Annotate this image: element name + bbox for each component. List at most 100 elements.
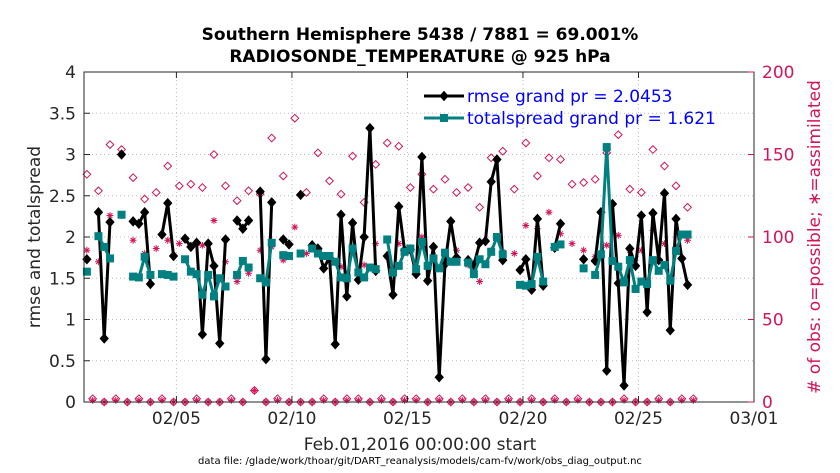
square-point — [371, 265, 380, 274]
diamond-point — [191, 237, 202, 249]
diamond-point — [342, 291, 352, 302]
y-axis-label: rmse and totalspread — [25, 146, 45, 328]
square-point — [591, 270, 600, 279]
asterisk-point — [661, 240, 668, 247]
circle-point — [538, 397, 548, 407]
asterisk-point — [250, 387, 258, 394]
circle-point — [607, 397, 617, 407]
circle-point — [180, 397, 190, 407]
asterisk-point — [482, 396, 489, 404]
circle-point — [388, 397, 398, 407]
square-point — [325, 251, 334, 260]
legend-entry: rmse grand pr = 2.0453 — [467, 87, 672, 107]
circle-point — [365, 397, 375, 407]
circle-point — [203, 397, 213, 407]
square-point — [389, 268, 398, 277]
asterisk-point — [175, 240, 183, 247]
legend-marker — [440, 114, 448, 122]
circle-point — [486, 153, 496, 163]
asterisk-point — [458, 396, 466, 404]
asterisk-point — [193, 396, 201, 404]
diamond-point — [180, 233, 190, 244]
square-point — [267, 238, 276, 247]
axes: 02/05 02/10 02/15 02/20 02/25 03/0100.511.522… — [49, 63, 795, 429]
circle-point — [261, 397, 271, 407]
square-point — [660, 261, 669, 270]
square-point — [204, 270, 213, 279]
y-tick-label: 2 — [65, 228, 76, 248]
circle-point — [492, 397, 502, 407]
circle-point — [498, 146, 508, 156]
diamond-point — [677, 253, 687, 264]
square-point — [100, 242, 109, 251]
square-point — [360, 273, 369, 282]
circle-point — [642, 397, 652, 407]
circle-point — [122, 397, 132, 407]
y-tick-label: 0.5 — [49, 352, 76, 372]
square-point — [215, 274, 224, 283]
circle-point — [307, 397, 317, 407]
square-point — [602, 143, 611, 152]
y-tick-label: 3.5 — [49, 104, 76, 124]
circle-point — [244, 186, 254, 196]
diamond-point — [186, 241, 196, 253]
square-point — [481, 260, 490, 269]
square-point — [469, 270, 478, 279]
asterisk-point — [678, 396, 686, 404]
diamond-point — [215, 338, 225, 349]
circle-point — [238, 397, 248, 407]
square-point — [475, 255, 484, 264]
asterisk-point — [210, 217, 218, 224]
diamond-point — [203, 238, 213, 249]
diamond-point — [278, 234, 288, 245]
asterisk-point — [412, 396, 420, 404]
square-point — [452, 257, 461, 266]
circle-point — [197, 182, 207, 193]
asterisk-point — [291, 223, 299, 231]
circle-point — [521, 138, 531, 148]
diamond-point — [168, 250, 179, 262]
x-tick-label: 02/10 — [267, 409, 316, 429]
asterisk-point — [574, 396, 582, 404]
circle-point — [209, 149, 219, 160]
circle-point — [671, 181, 681, 191]
diamond-point — [255, 186, 265, 197]
square-point — [435, 264, 444, 273]
diamond-point — [197, 329, 208, 340]
asterisk-point — [476, 278, 484, 285]
square-point — [244, 263, 253, 272]
asterisk-point — [614, 231, 622, 239]
asterisk-point — [343, 396, 351, 404]
legend-marker — [439, 90, 449, 102]
square-point — [429, 254, 438, 263]
asterisk-point — [684, 236, 691, 244]
asterisk-point — [164, 236, 172, 244]
square-point — [440, 248, 449, 257]
circle-point — [590, 174, 600, 184]
circle-point — [324, 176, 334, 186]
circle-point — [544, 153, 554, 163]
circle-point — [145, 397, 155, 407]
diamond-point — [480, 235, 491, 247]
asterisk-point — [401, 396, 408, 404]
asterisk-point — [395, 240, 403, 247]
square-point — [412, 265, 421, 274]
circle-point — [296, 397, 306, 407]
diamond-point — [428, 241, 439, 253]
square-point — [233, 270, 242, 279]
circle-point — [394, 141, 404, 151]
diamond-point — [347, 217, 358, 229]
asterisk-point — [603, 241, 611, 249]
circle-point — [290, 113, 300, 123]
asterisk-point — [135, 396, 143, 404]
circle-point — [301, 187, 311, 197]
diamond-point — [163, 197, 173, 209]
diamond-point — [359, 231, 369, 243]
circle-point — [648, 145, 658, 155]
asterisk-point — [545, 208, 553, 216]
asterisk-point — [106, 212, 114, 219]
asterisk-point — [522, 222, 530, 229]
diamond-point — [284, 239, 294, 250]
asterisk-point — [418, 233, 426, 241]
square-point — [423, 261, 432, 270]
